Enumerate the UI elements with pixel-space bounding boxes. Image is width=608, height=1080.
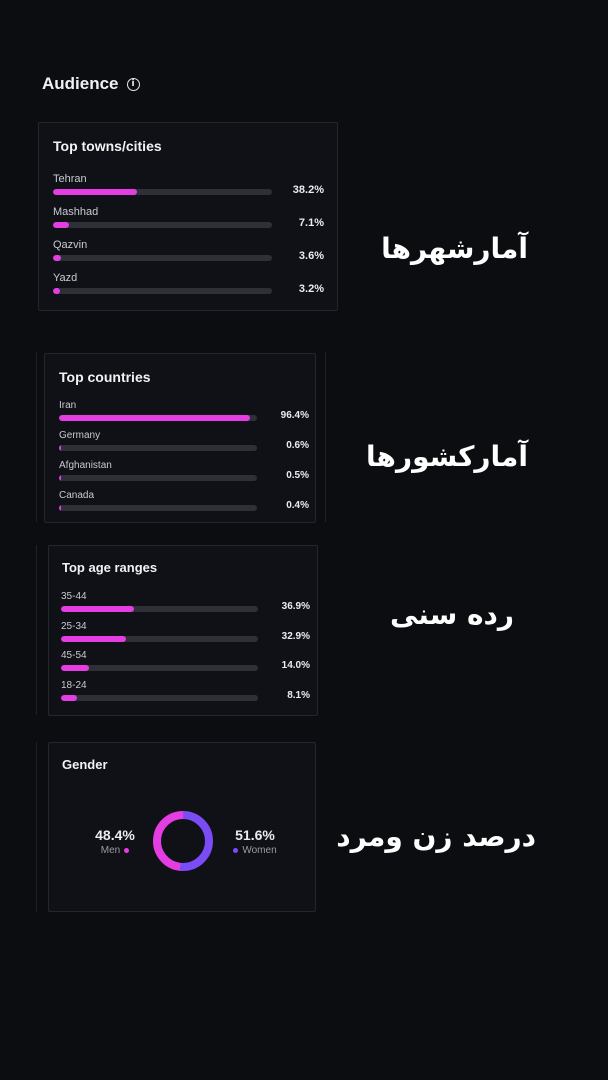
cities-note: آمارشهرها — [381, 232, 528, 265]
stat-row: 45-54 14.0% — [61, 650, 318, 671]
stat-row-percent: 7.1% — [298, 217, 324, 229]
stat-row-label: Afghanistan — [59, 460, 112, 471]
stat-row-label: Yazd — [53, 272, 78, 284]
men-label: Men — [100, 845, 121, 856]
progress-fill — [53, 288, 60, 294]
progress-track — [59, 415, 257, 421]
divider-left-2 — [36, 545, 37, 715]
progress-fill — [53, 222, 69, 228]
men-dot-icon — [124, 848, 130, 853]
progress-track — [61, 694, 258, 701]
stat-row: 35-44 36.9% — [61, 591, 318, 612]
progress-track — [53, 189, 272, 195]
gender-donut-chart — [153, 811, 213, 871]
donut-men-arc — [153, 811, 213, 871]
progress-track — [59, 475, 257, 481]
progress-track — [53, 255, 272, 261]
women-label: Women — [242, 845, 277, 856]
top-ages-title: Top age ranges — [62, 560, 158, 575]
stat-row-label: Mashhad — [53, 206, 99, 218]
progress-fill — [59, 415, 250, 421]
stat-row-label: Qazvin — [53, 239, 88, 251]
stat-row: Yazd 3.2% — [53, 272, 332, 295]
progress-fill — [59, 505, 62, 511]
progress-track — [61, 635, 258, 642]
gender-card: Gender 48.4% Men 51.6% Women — [48, 742, 316, 912]
top-cities-title: Top towns/cities — [53, 138, 162, 154]
progress-track — [53, 288, 272, 294]
stat-row-percent: 0.6% — [286, 440, 309, 451]
progress-fill — [53, 255, 61, 261]
stat-row-percent: 14.0% — [281, 660, 310, 671]
stat-row: Iran 96.4% — [59, 400, 317, 421]
ages-note: رده سنی — [389, 598, 514, 631]
progress-fill — [61, 606, 134, 612]
audience-title: Audience — [42, 74, 119, 93]
women-dot-icon — [233, 848, 239, 853]
audience-heading: Audience i — [42, 74, 140, 94]
progress-fill — [59, 445, 62, 451]
stat-row: Tehran 38.2% — [53, 173, 332, 196]
men-pct: 48.4% — [95, 827, 135, 843]
men-stat: 48.4% Men — [85, 827, 145, 856]
stat-row-percent: 32.9% — [281, 630, 310, 642]
gender-title: Gender — [62, 757, 108, 772]
info-icon[interactable]: i — [126, 77, 140, 91]
stat-row-percent: 36.9% — [281, 601, 310, 612]
top-countries-title: Top countries — [59, 369, 151, 385]
women-label-row: Women — [227, 845, 283, 856]
progress-track — [59, 445, 257, 451]
progress-track — [61, 665, 258, 671]
stat-row-label: 35-44 — [61, 591, 87, 602]
progress-fill — [61, 665, 89, 671]
stat-row-label: Germany — [59, 430, 101, 441]
stat-row-percent: 0.5% — [286, 470, 309, 481]
top-cities-card: Top towns/cities Tehran 38.2% Mashhad 7.1% Q… — [38, 122, 338, 311]
progress-fill — [59, 475, 62, 481]
stat-row-percent: 8.1% — [287, 689, 310, 701]
stat-row-label: 45-54 — [61, 650, 87, 661]
stat-row-percent: 96.4% — [280, 410, 309, 421]
countries-note: آمارکشورها — [366, 440, 528, 473]
progress-fill — [53, 189, 137, 195]
men-label-row: Men — [85, 845, 145, 856]
divider-right — [325, 352, 326, 522]
stat-row: 18-24 8.1% — [61, 679, 318, 701]
stat-row-percent: 38.2% — [292, 184, 324, 196]
stat-row: Canada 0.4% — [59, 490, 317, 511]
stat-row-label: Tehran — [53, 173, 87, 185]
divider-left-3 — [36, 742, 37, 912]
women-pct: 51.6% — [235, 827, 275, 843]
divider-left — [36, 352, 37, 522]
stat-row-percent: 3.6% — [298, 250, 324, 262]
gender-note: درصد زن ومرد — [336, 820, 536, 853]
stat-row-percent: 0.4% — [286, 500, 309, 511]
stat-row: Afghanistan 0.5% — [59, 460, 317, 481]
progress-fill — [61, 635, 126, 642]
stat-row: 25-34 32.9% — [61, 620, 318, 642]
top-ages-card: Top age ranges 35-44 36.9% 25-34 32.9% 45-54… — [48, 545, 318, 716]
women-stat: 51.6% Women — [227, 827, 283, 856]
stat-row-label: Iran — [59, 400, 77, 411]
progress-track — [61, 606, 258, 612]
stat-row: Qazvin 3.6% — [53, 239, 332, 262]
stat-row-label: 18-24 — [61, 679, 87, 691]
stat-row: Mashhad 7.1% — [53, 206, 332, 229]
progress-fill — [61, 694, 77, 701]
progress-track — [59, 505, 257, 511]
stat-row-label: Canada — [59, 490, 95, 501]
stat-row: Germany 0.6% — [59, 430, 317, 451]
top-countries-card: Top countries Iran 96.4% Germany 0.6% Afghan… — [44, 353, 316, 523]
progress-track — [53, 222, 272, 228]
stat-row-percent: 3.2% — [298, 283, 324, 295]
stat-row-label: 25-34 — [61, 620, 87, 632]
